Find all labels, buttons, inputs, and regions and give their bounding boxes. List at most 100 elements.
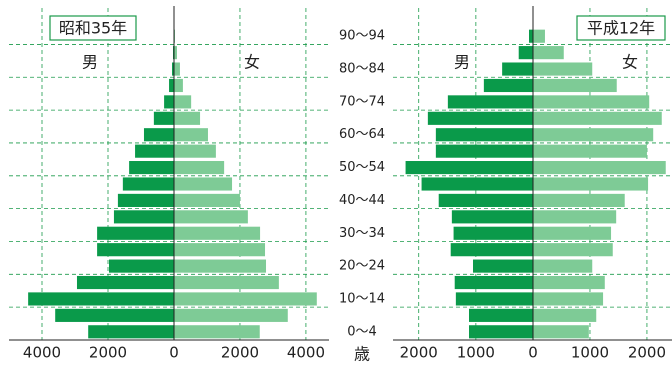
bar <box>469 325 533 339</box>
bar <box>438 193 533 207</box>
bar <box>135 144 174 158</box>
bar <box>533 210 617 224</box>
bar <box>172 62 174 76</box>
bar <box>174 308 288 322</box>
age-label: 60～64 <box>339 127 385 142</box>
bar <box>427 111 533 125</box>
bar <box>453 226 533 240</box>
bar <box>97 226 174 240</box>
bar <box>533 29 545 43</box>
bar <box>421 177 533 191</box>
bar <box>28 292 174 306</box>
bar <box>76 275 174 290</box>
bar <box>450 243 533 257</box>
bar <box>435 144 533 158</box>
age-label: 10～14 <box>339 291 385 306</box>
age-label: 90～94 <box>339 29 385 44</box>
title-box <box>576 15 666 41</box>
bar <box>174 95 192 109</box>
bar <box>174 144 216 158</box>
age-label: 80～84 <box>339 62 385 77</box>
bar <box>533 95 650 109</box>
bar <box>533 144 647 158</box>
bar <box>174 275 279 290</box>
x-tick-label: 1000 <box>571 344 609 362</box>
bar <box>533 111 662 125</box>
bar <box>454 275 533 290</box>
axis-label: 歳 <box>354 345 370 364</box>
bar <box>174 177 233 191</box>
bar <box>174 161 225 175</box>
age-label: 70～74 <box>339 94 385 109</box>
panel-title: 平成12年 <box>587 19 655 38</box>
bar <box>174 62 180 76</box>
bar <box>533 325 589 339</box>
bar <box>174 193 240 207</box>
bar <box>533 275 605 290</box>
bar <box>405 161 533 175</box>
bar <box>129 161 174 175</box>
bar <box>435 128 533 142</box>
bar <box>153 111 174 125</box>
bar <box>143 128 174 142</box>
bar <box>533 128 654 142</box>
bar <box>174 46 177 60</box>
bar <box>533 177 649 191</box>
x-tick-label: 2000 <box>400 344 438 362</box>
bar <box>518 46 533 60</box>
bar <box>174 243 266 257</box>
bar <box>55 308 175 322</box>
bar <box>451 210 533 224</box>
bar <box>533 46 564 60</box>
bar <box>529 29 533 43</box>
bar <box>533 292 604 306</box>
bar <box>483 78 533 93</box>
title-box <box>49 15 137 41</box>
bar <box>502 62 533 76</box>
legend-label: 男 <box>82 53 98 72</box>
bar <box>122 177 174 191</box>
panel-title: 昭和35年 <box>59 19 127 38</box>
bar <box>473 259 533 273</box>
bar <box>533 161 666 175</box>
x-tick-label: 2000 <box>221 344 259 362</box>
bar <box>174 292 317 306</box>
legend-label: 女 <box>622 53 638 72</box>
x-tick-label: 0 <box>528 344 538 362</box>
bar <box>533 62 593 76</box>
bar <box>164 95 174 109</box>
x-tick-label: 4000 <box>287 344 325 362</box>
bar <box>174 226 261 240</box>
bar <box>174 325 260 339</box>
bar <box>533 259 593 273</box>
x-tick-label: 4000 <box>23 344 61 362</box>
bar <box>174 128 208 142</box>
bar <box>108 259 174 273</box>
bar <box>88 325 174 339</box>
bar <box>113 210 174 224</box>
legend-label: 女 <box>244 53 260 72</box>
bar <box>117 193 174 207</box>
age-label: 20～24 <box>339 259 385 274</box>
age-label: 0～4 <box>347 324 377 339</box>
x-tick-label: 2000 <box>89 344 127 362</box>
bar <box>97 243 174 257</box>
age-label: 30～34 <box>339 226 385 241</box>
x-tick-label: 2000 <box>628 344 666 362</box>
bar <box>469 308 533 322</box>
bar <box>533 243 613 257</box>
x-tick-label: 0 <box>169 344 179 362</box>
bar <box>174 259 267 273</box>
bar <box>169 78 174 93</box>
bar <box>533 308 597 322</box>
bar <box>174 111 201 125</box>
bar <box>533 78 617 93</box>
x-tick-label: 1000 <box>457 344 495 362</box>
age-label: 50～54 <box>339 160 385 175</box>
legend-label: 男 <box>454 53 470 72</box>
bar <box>533 226 612 240</box>
bar <box>455 292 533 306</box>
bar <box>533 193 625 207</box>
bar <box>447 95 533 109</box>
